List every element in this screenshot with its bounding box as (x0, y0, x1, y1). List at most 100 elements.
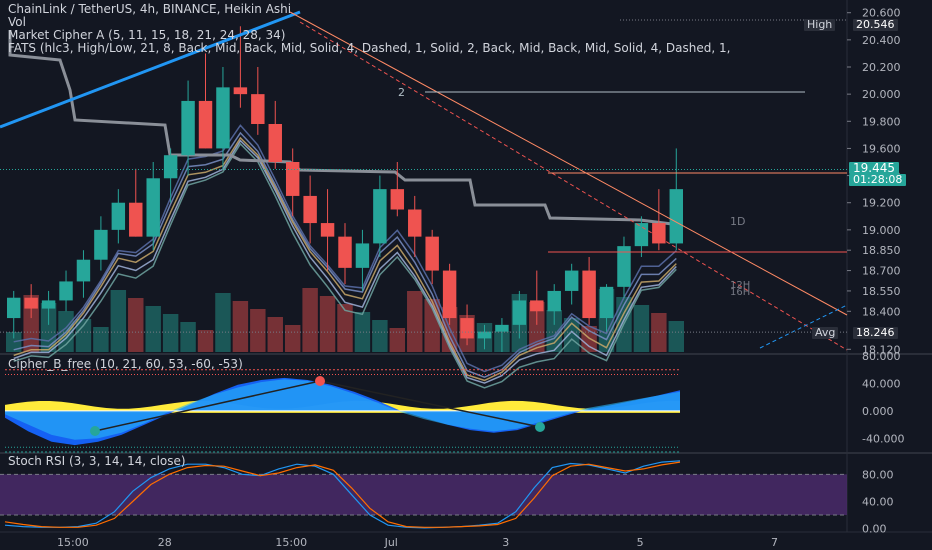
ma-ribbon-line (13, 136, 677, 382)
candle-body (216, 87, 230, 149)
cipher-b-buy-dot (90, 426, 100, 436)
x-tick-label: Jul (384, 536, 398, 549)
volume-bar (284, 325, 301, 352)
volume-bar (162, 314, 179, 352)
label-1d: 1D (730, 215, 746, 228)
cipher-b-legend[interactable]: Cipher_B_free (10, 21, 60, 53, -60, -53) (8, 357, 243, 371)
candle-body (163, 155, 178, 179)
ma-ribbon-line (13, 131, 677, 379)
y-tick-label: 40.00 (862, 495, 894, 508)
market-cipher-legend[interactable]: Market Cipher A (5, 11, 15, 18, 21, 24, … (8, 28, 286, 42)
y-tick-label: 18.120 (862, 343, 901, 356)
candle-body (111, 202, 126, 230)
candle-body (146, 178, 160, 237)
volume-bar (23, 295, 39, 352)
high-price-tag: 20.546 (853, 19, 898, 31)
x-tick-label: 7 (771, 536, 778, 549)
candle-body (669, 189, 683, 244)
x-tick-label: 15:00 (57, 536, 89, 549)
stoch-line (4, 460, 681, 529)
dashed-trendline (299, 21, 848, 351)
candle-body (94, 229, 108, 260)
volume-bar (250, 309, 266, 352)
volume-bar (110, 290, 127, 352)
candle-body (442, 270, 457, 319)
fats-legend[interactable]: FATS (hlc3, High/Low, 21, 8, Back, Mid, … (8, 42, 731, 55)
label-16h: 16H (730, 287, 751, 298)
cipher-b-sell-dot (315, 376, 325, 386)
stoch-line (4, 461, 681, 528)
stoch-rsi-legend[interactable]: Stoch RSI (3, 3, 14, 14, close) (8, 454, 186, 468)
volume-bar (372, 320, 388, 352)
y-tick-label: 18.400 (862, 305, 901, 318)
candle-body (530, 300, 544, 312)
y-tick-label: 19.200 (862, 197, 901, 210)
avg-price-tag: 18.246 (853, 327, 898, 339)
descending-trendline (289, 11, 848, 316)
volume-bar (668, 321, 684, 352)
y-tick-label: 20.400 (862, 34, 901, 47)
volume-bar (529, 302, 545, 352)
candle-body (251, 94, 265, 124)
candle-body (477, 331, 492, 339)
ma-ribbon-line (13, 139, 677, 384)
volume-bar (633, 305, 650, 352)
candle-body (7, 297, 21, 319)
candle-body (181, 100, 195, 156)
y-tick-label: 20.600 (862, 7, 901, 20)
y-tick-label: 18.850 (862, 244, 901, 257)
candle-body (460, 318, 474, 339)
candle-body (198, 100, 213, 149)
candle-body (59, 281, 73, 301)
y-tick-label: 19.000 (862, 224, 901, 237)
x-tick-label: 3 (502, 536, 509, 549)
volume-bar (389, 328, 406, 352)
y-tick-label: 40.000 (862, 377, 901, 390)
volume-bar (546, 310, 562, 352)
ma-ribbon-line (13, 124, 677, 373)
blue-dashed-line (759, 304, 848, 349)
candle-body (390, 189, 405, 210)
volume-bar (267, 317, 283, 352)
y-tick-label: 18.700 (862, 265, 901, 278)
y-tick-label: 18.550 (862, 285, 901, 298)
candle-body (303, 195, 317, 224)
candle-body (512, 300, 527, 325)
label-12h: 12H (730, 280, 751, 291)
y-tick-label: -40.000 (862, 432, 904, 445)
volume-bar (145, 306, 161, 352)
x-tick-label: 5 (637, 536, 644, 549)
vol-legend[interactable]: Vol (8, 15, 26, 29)
candle-body (547, 290, 561, 312)
x-tick-label: 15:00 (275, 536, 307, 549)
candle-body (617, 246, 631, 287)
volume-bar (337, 304, 353, 352)
volume-bar (75, 319, 92, 352)
volume-bar (302, 288, 318, 352)
candle-body (355, 243, 370, 268)
symbol-title[interactable]: ChainLink / TetherUS, 4h, BINANCE, Heiki… (8, 2, 292, 16)
blue-trendline (0, 10, 301, 129)
volume-bar (232, 301, 249, 352)
high-label: High (804, 19, 836, 31)
x-tick-label: 28 (158, 536, 172, 549)
volume-bar (354, 312, 371, 352)
volume-bar (180, 322, 196, 352)
candle-body (268, 124, 282, 162)
candle-body (41, 300, 56, 309)
candle-body (285, 162, 300, 196)
y-tick-label: 19.800 (862, 115, 901, 128)
stepped-trail-line (8, 30, 681, 227)
y-tick-label: 80.00 (862, 468, 894, 481)
y-tick-label: 20.000 (862, 88, 901, 101)
candle-body (634, 223, 649, 247)
cipher-b-buy-dot (535, 422, 545, 432)
volume-bar (6, 332, 22, 352)
candle-body (24, 297, 38, 309)
candle-body (129, 202, 143, 237)
volume-bar (424, 299, 440, 352)
volume-bar (93, 327, 109, 352)
y-tick-label: 0.000 (862, 405, 894, 418)
volume-bar (128, 298, 144, 352)
y-tick-label: 80.000 (862, 350, 901, 363)
